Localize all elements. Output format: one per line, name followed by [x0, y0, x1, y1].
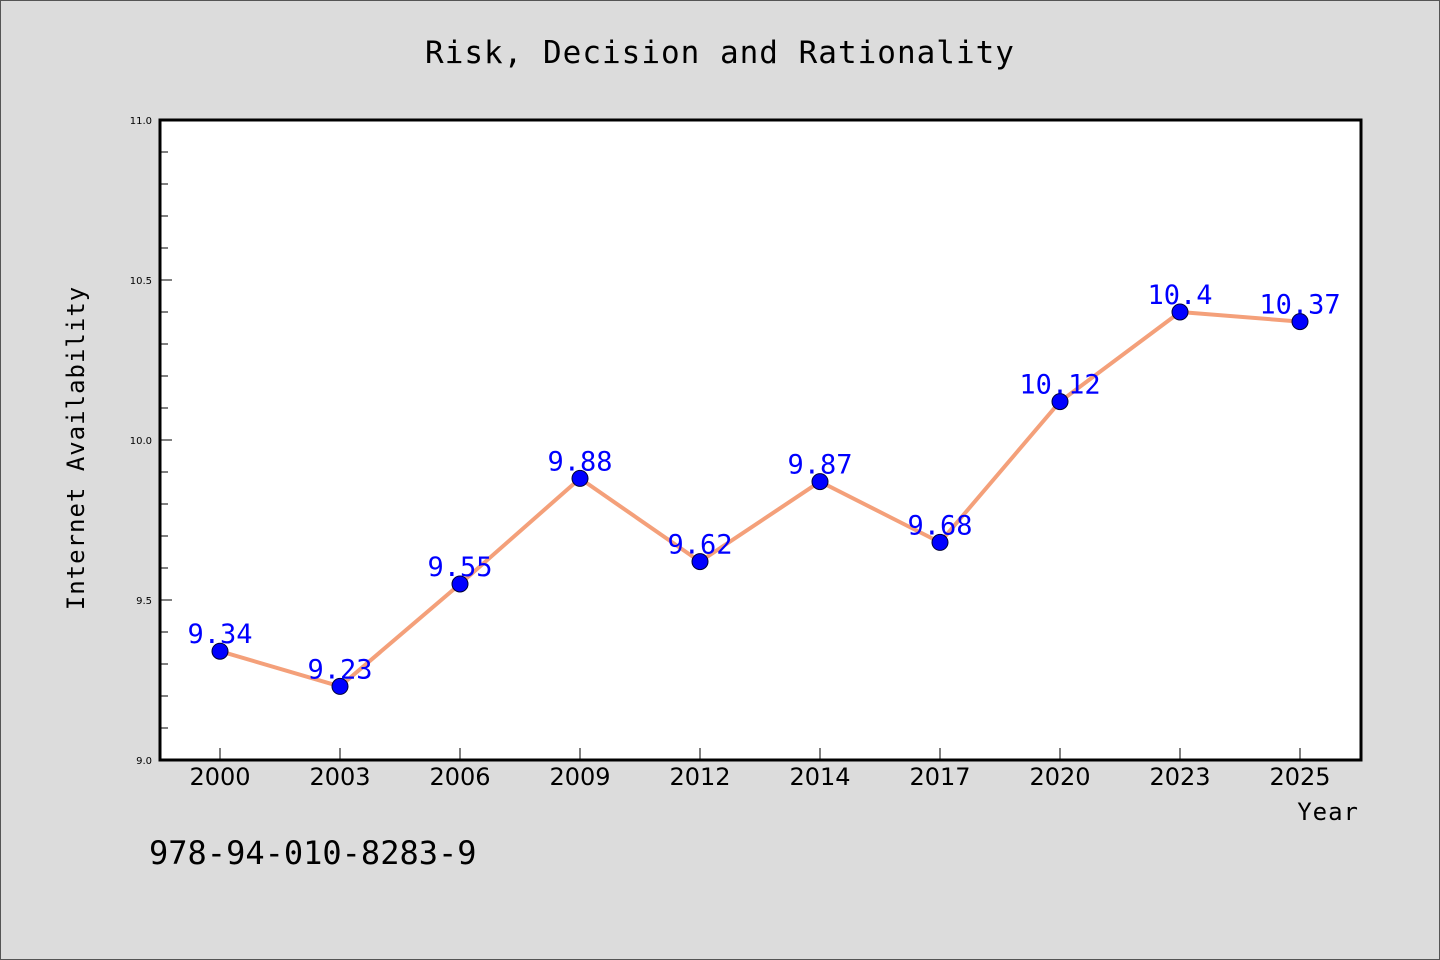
data-point: [811, 473, 829, 491]
data-label: 9.62: [667, 530, 732, 561]
y-tick-label: 9.0: [136, 756, 152, 767]
x-axis: 2000 2003 2006 2009 2012 2014 2017 2020 2023 2025: [189, 748, 1331, 791]
data-point: [1171, 303, 1189, 321]
x-tick-label: 2025: [1269, 763, 1330, 791]
x-tick-label: 2003: [309, 763, 370, 791]
chart-title: Risk, Decision and Rationality: [425, 35, 1015, 71]
x-tick-label: 2014: [789, 763, 850, 791]
x-tick-label: 2009: [549, 763, 610, 791]
data-label: 9.23: [307, 654, 372, 685]
data-point: [451, 575, 469, 593]
isbn-label: 978-94-010-8283-9: [149, 834, 477, 872]
y-tick-label: 10.5: [130, 276, 152, 287]
data-point: [931, 533, 949, 551]
data-point: [211, 642, 229, 660]
plot-area: [158, 118, 1363, 762]
data-point: [1291, 313, 1309, 331]
x-tick-label: 2020: [1029, 763, 1090, 791]
series-line: [218, 310, 1302, 689]
x-axis-label: Year: [1297, 798, 1359, 826]
x-tick-label: 2023: [1149, 763, 1210, 791]
data-point: [331, 677, 349, 695]
data-point: [571, 469, 589, 487]
data-label: 9.55: [427, 552, 492, 583]
y-axis-label: Internet Availability: [62, 286, 90, 610]
x-tick-label: 2017: [909, 763, 970, 791]
y-axis: 9.0 9.5 10.0 10.5 11.0: [130, 116, 172, 767]
x-tick-label: 2000: [189, 763, 250, 791]
data-label: 9.88: [547, 446, 612, 477]
data-label: 10.4: [1147, 280, 1212, 311]
y-tick-label: 10.0: [130, 436, 152, 447]
data-label: 9.87: [787, 450, 852, 481]
data-label: 9.68: [907, 510, 972, 541]
data-label: 10.12: [1019, 370, 1100, 401]
x-tick-label: 2012: [669, 763, 730, 791]
y-tick-label: 11.0: [130, 116, 152, 127]
data-label: 9.34: [187, 619, 252, 650]
data-series: 9.34 9.23 9.55 9.88 9.62 9.87 9.68 10.12 10.4 10.…: [187, 280, 1341, 695]
y-tick-label: 9.5: [136, 596, 152, 607]
data-label: 10.37: [1259, 290, 1340, 321]
data-point: [1051, 393, 1069, 411]
x-tick-label: 2006: [429, 763, 490, 791]
data-point: [691, 553, 709, 571]
